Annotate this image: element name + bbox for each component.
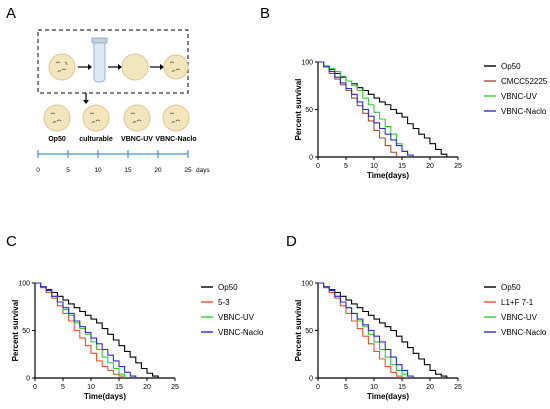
- timeline-tick-label: 10: [94, 167, 102, 174]
- series-line-l1-f-7-1: [318, 282, 403, 378]
- x-axis-label: Time(days): [84, 392, 126, 401]
- legend-entry: VBNC-UV: [501, 313, 538, 322]
- arrow-down-head: [83, 100, 89, 104]
- tube-cap: [91, 37, 108, 44]
- y-tick-label: 0: [26, 376, 30, 383]
- series-line-op50: [318, 61, 448, 157]
- y-tick-label: 50: [22, 328, 30, 335]
- timeline-tick-label: 5: [66, 167, 70, 174]
- x-tick-label: 10: [87, 384, 95, 391]
- legend-entry: VBNC-UV: [501, 92, 538, 101]
- x-tick-label: 5: [344, 163, 348, 170]
- panel-label-d: D: [286, 233, 297, 250]
- legend-entry: VBNC-Naclo: [501, 107, 547, 116]
- x-tick-label: 0: [33, 384, 37, 391]
- dish-top-1: [48, 53, 76, 81]
- legend-entry: Op50: [218, 283, 238, 292]
- x-tick-label: 5: [61, 384, 65, 391]
- panel-label-c: C: [6, 233, 17, 250]
- legend-entry: CMCC52225: [501, 77, 548, 86]
- timeline-unit: days: [196, 167, 210, 174]
- culture-tube: [93, 39, 106, 83]
- y-tick-label: 100: [301, 60, 313, 67]
- series-line-vbnc-naclo: [318, 61, 414, 157]
- workflow-dashed-box: [37, 29, 189, 94]
- chart-c: C 0 5 10 15 20 25 0 50 100 Time(days) Percent survi…: [6, 233, 264, 401]
- dish-top-2: [121, 53, 149, 81]
- series-line-op50: [318, 282, 448, 378]
- dish-label-vbnc-naclo: VBNC-Naclo: [155, 136, 196, 143]
- dish-label-op50: Op50: [48, 136, 66, 143]
- x-tick-label: 0: [316, 384, 320, 391]
- bacteria-marks-culturable: [89, 112, 101, 124]
- bacteria-marks-1: [55, 61, 68, 73]
- y-tick-label: 0: [309, 155, 313, 162]
- chart-b: B 0 5 10 15 20 25 0 50 100 Time(days) Percent survi…: [260, 5, 548, 180]
- bacteria-marks-vbnc-uv: [130, 112, 142, 124]
- chart-d: D 0 5 10 15 20 25 0 50 100 Time(days) Percent survi…: [286, 233, 547, 401]
- y-axis-label: Percent survival: [294, 79, 303, 141]
- dish-vbnc-naclo: [162, 104, 190, 132]
- x-tick-label: 20: [426, 163, 434, 170]
- legend-entry: L1+F 7-1: [501, 298, 534, 307]
- legend-entry: VBNC-Naclo: [218, 328, 264, 337]
- series-line-op50: [35, 282, 159, 378]
- timeline-tick-label: 20: [154, 167, 162, 174]
- bacteria-marks-vbnc-naclo: [169, 112, 181, 124]
- bacteria-marks-3: [169, 61, 181, 73]
- dish-culturable: [82, 104, 110, 132]
- arrow-1-head: [88, 64, 92, 70]
- series-line-vbnc-naclo: [318, 282, 414, 378]
- panel-a-diagram: A Op50 culturable VBNC-UV VBNC-Naclo: [6, 5, 210, 174]
- dish-label-culturable: culturable: [79, 136, 113, 143]
- y-axis-label: Percent survival: [11, 300, 20, 362]
- y-axis-label: Percent survival: [294, 300, 303, 362]
- legend-entry: 5-3: [218, 298, 230, 307]
- timeline-tick-label: 15: [124, 167, 132, 174]
- timeline-tick-label: 0: [36, 167, 40, 174]
- x-tick-label: 25: [171, 384, 179, 391]
- arrow-3-head: [160, 64, 164, 70]
- x-tick-label: 25: [454, 384, 462, 391]
- x-tick-label: 10: [370, 384, 378, 391]
- legend-entry: Op50: [501, 283, 521, 292]
- y-tick-label: 100: [301, 281, 313, 288]
- series-line-vbnc-naclo: [35, 282, 137, 378]
- x-tick-label: 0: [316, 163, 320, 170]
- dish-label-vbnc-uv: VBNC-UV: [121, 136, 153, 143]
- dish-vbnc-uv: [123, 104, 151, 132]
- timeline-tick-label: 25: [184, 167, 192, 174]
- legend-entry: VBNC-Naclo: [501, 328, 547, 337]
- dish-top-3: [163, 54, 189, 80]
- bacteria-marks-op50: [50, 112, 62, 124]
- y-tick-label: 0: [309, 376, 313, 383]
- x-tick-label: 20: [426, 384, 434, 391]
- timeline-ticks: 0 5 10 15 20 25: [36, 150, 192, 174]
- series-line-5-3: [35, 282, 126, 378]
- x-axis-label: Time(days): [367, 171, 409, 180]
- y-tick-label: 50: [305, 328, 313, 335]
- series-line-cmcc52225: [318, 61, 397, 157]
- x-tick-label: 10: [370, 163, 378, 170]
- x-tick-label: 15: [398, 384, 406, 391]
- legend-entry: VBNC-UV: [218, 313, 255, 322]
- x-tick-label: 15: [115, 384, 123, 391]
- x-tick-label: 25: [454, 163, 462, 170]
- panel-label-a: A: [6, 5, 16, 22]
- y-tick-label: 100: [18, 281, 30, 288]
- legend-entry: Op50: [501, 62, 521, 71]
- arrow-2-head: [118, 64, 122, 70]
- x-tick-label: 15: [398, 163, 406, 170]
- series-line-vbnc-uv: [318, 61, 409, 157]
- x-axis-label: Time(days): [367, 392, 409, 401]
- panel-label-b: B: [260, 5, 270, 22]
- x-tick-label: 20: [143, 384, 151, 391]
- dish-op50: [43, 104, 71, 132]
- x-tick-label: 5: [344, 384, 348, 391]
- y-tick-label: 50: [305, 107, 313, 114]
